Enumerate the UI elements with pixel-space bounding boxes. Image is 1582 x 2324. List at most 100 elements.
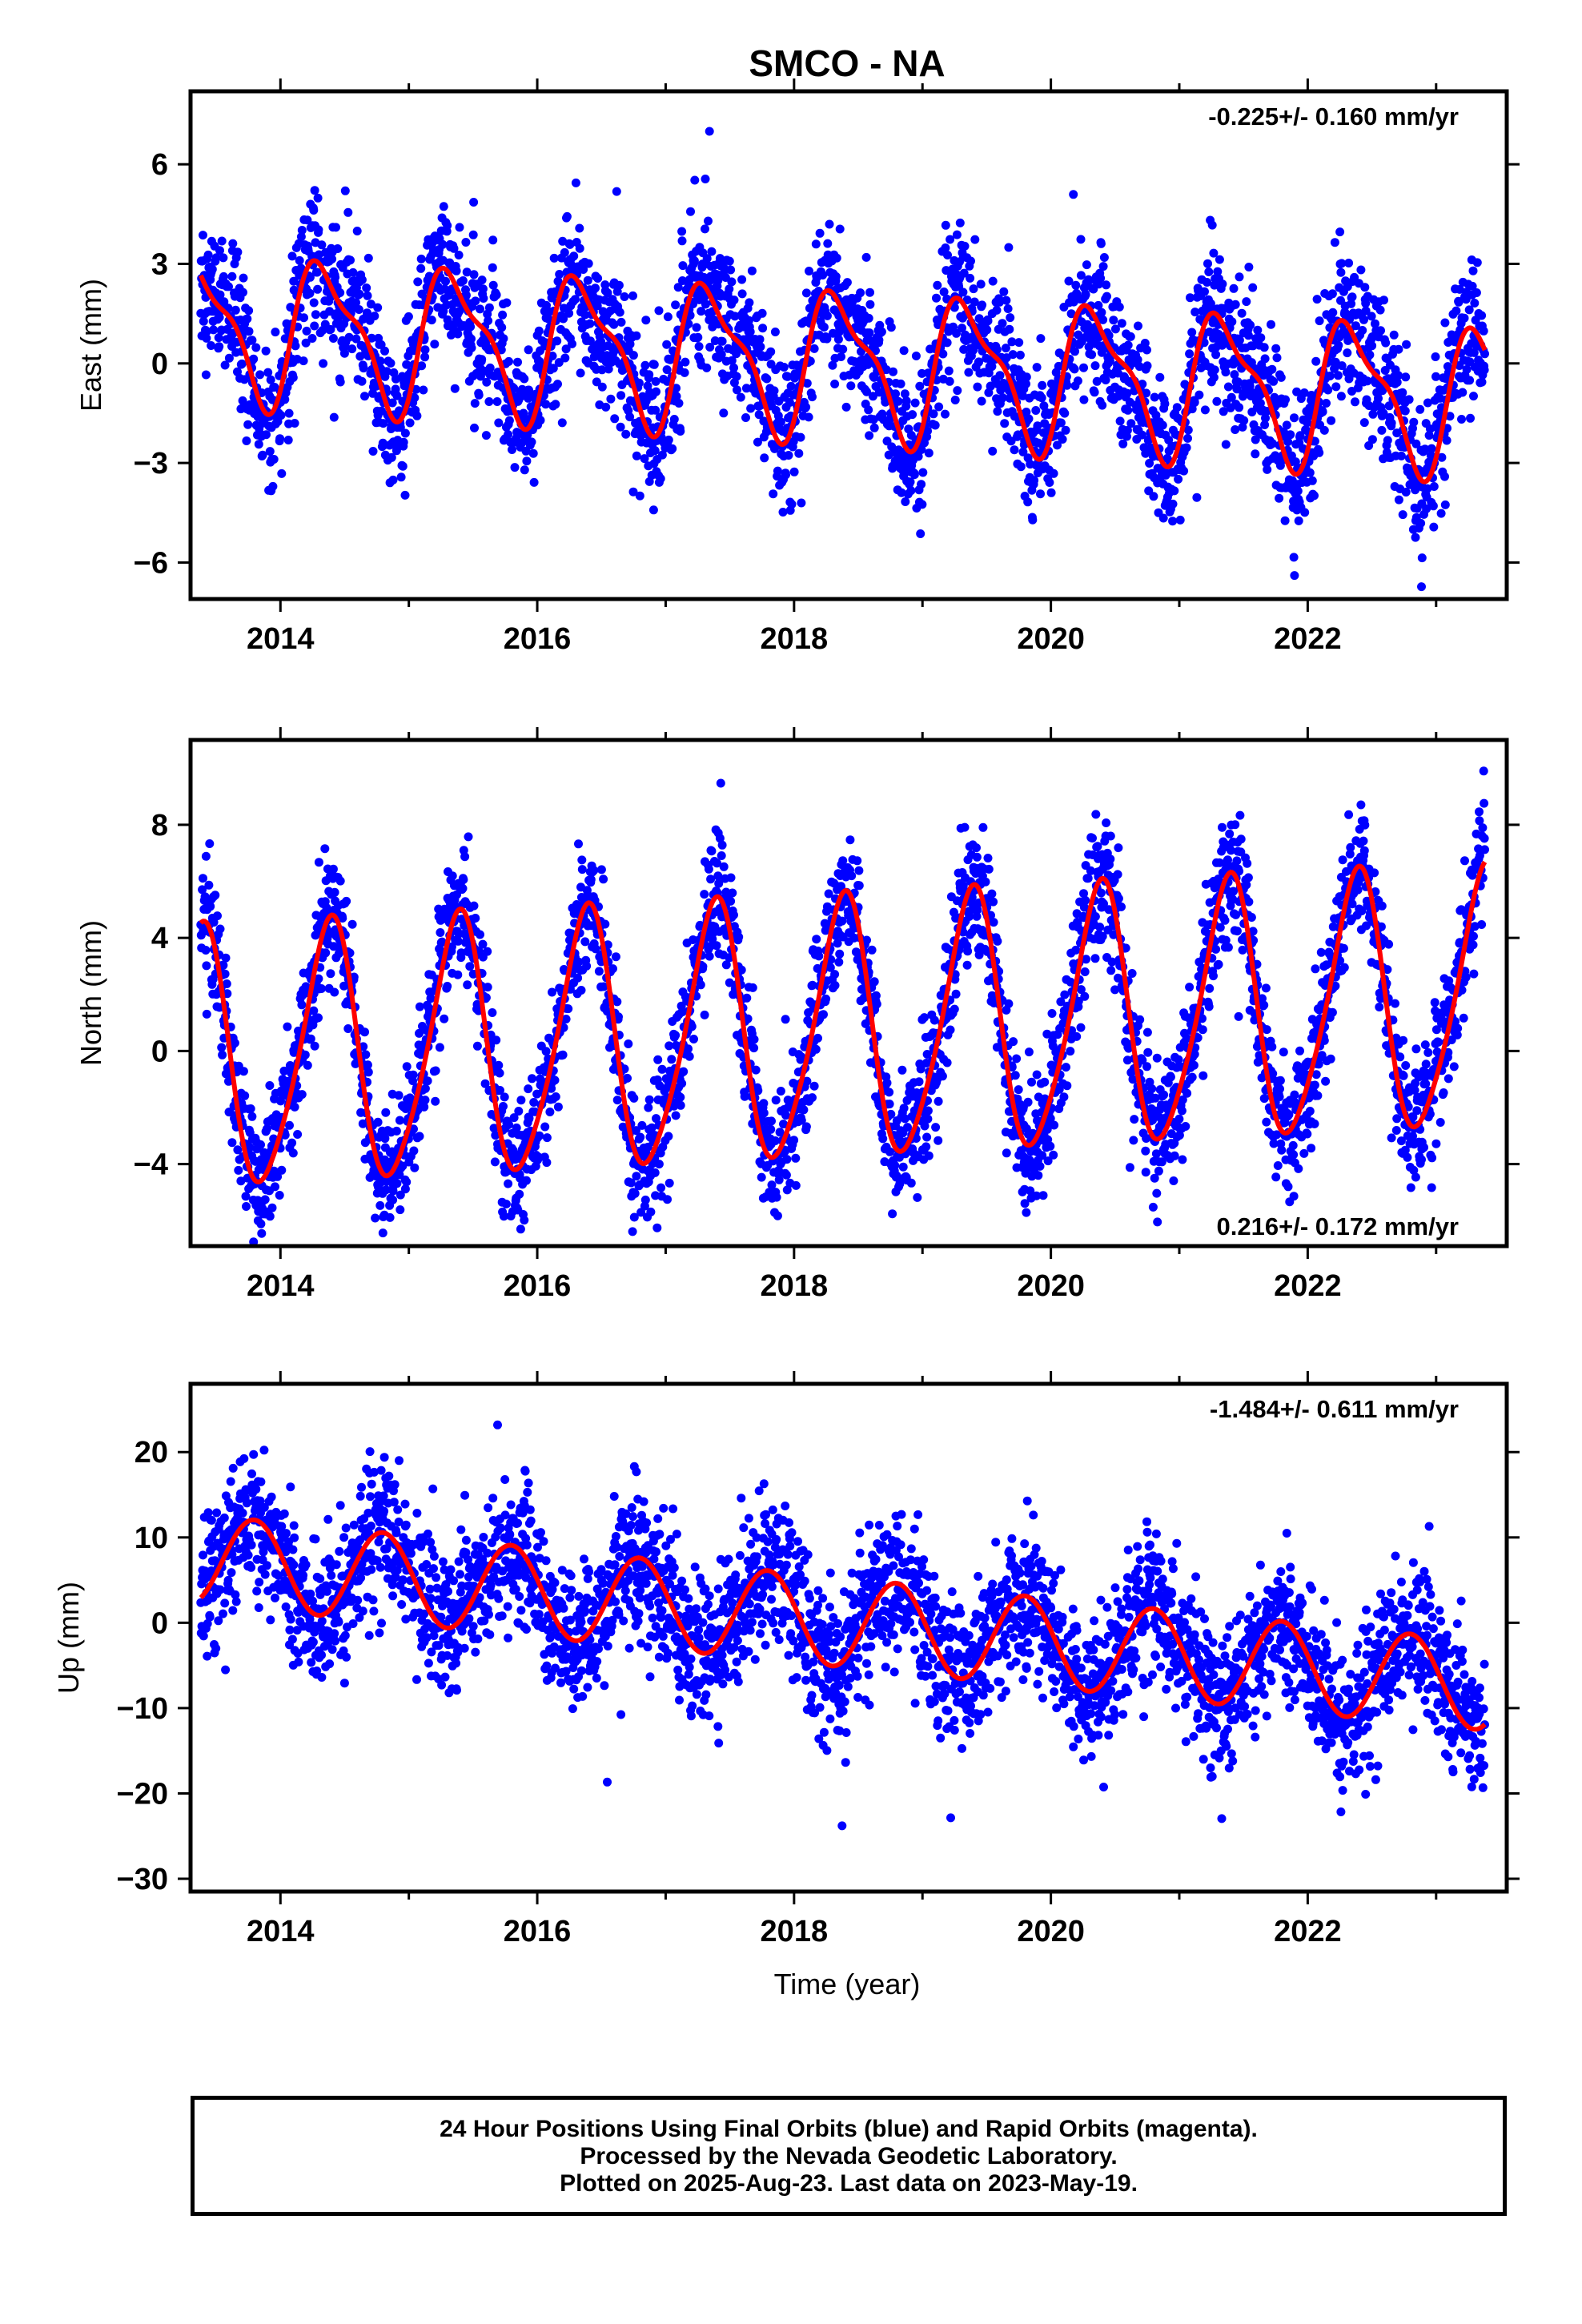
data-point bbox=[222, 979, 231, 988]
data-point bbox=[983, 316, 993, 326]
data-point bbox=[1174, 474, 1183, 484]
data-point bbox=[746, 404, 756, 413]
data-point bbox=[782, 1155, 792, 1164]
data-point bbox=[1423, 484, 1432, 493]
data-point bbox=[484, 316, 493, 325]
data-point bbox=[1260, 354, 1270, 364]
data-point bbox=[854, 866, 864, 875]
data-point bbox=[1235, 336, 1244, 345]
data-point bbox=[469, 270, 479, 279]
data-point bbox=[263, 368, 273, 377]
data-point bbox=[684, 1044, 693, 1054]
data-point bbox=[265, 1212, 275, 1221]
data-point bbox=[834, 957, 844, 967]
data-point bbox=[1392, 377, 1402, 387]
x-tick-label: 2016 bbox=[504, 622, 572, 656]
data-point bbox=[1022, 408, 1031, 416]
data-point bbox=[575, 243, 584, 253]
data-point bbox=[347, 344, 357, 354]
data-point bbox=[717, 336, 727, 346]
data-point bbox=[366, 300, 375, 309]
data-point bbox=[609, 320, 619, 329]
data-point bbox=[1126, 419, 1136, 428]
data-point bbox=[1377, 425, 1387, 435]
data-point bbox=[233, 247, 243, 257]
data-point bbox=[821, 994, 831, 1003]
data-point bbox=[359, 364, 368, 373]
data-point bbox=[794, 448, 804, 458]
data-point bbox=[1440, 318, 1450, 328]
data-point bbox=[1061, 425, 1070, 435]
data-point bbox=[632, 1172, 641, 1181]
data-point bbox=[224, 282, 233, 292]
data-point bbox=[1479, 326, 1488, 336]
data-point bbox=[734, 932, 744, 942]
data-point bbox=[677, 227, 687, 236]
data-point bbox=[640, 454, 649, 464]
data-point bbox=[789, 1136, 799, 1145]
data-point bbox=[917, 480, 926, 489]
data-point bbox=[896, 379, 905, 388]
data-point bbox=[513, 357, 522, 367]
data-point bbox=[289, 276, 299, 286]
data-point bbox=[488, 263, 497, 272]
data-point bbox=[584, 259, 593, 268]
data-point bbox=[1280, 516, 1290, 525]
data-point bbox=[646, 1207, 656, 1216]
data-point bbox=[326, 969, 335, 979]
data-point bbox=[701, 224, 709, 234]
data-point bbox=[1359, 315, 1368, 324]
data-point bbox=[310, 1041, 319, 1051]
data-point bbox=[347, 919, 357, 929]
data-point bbox=[330, 987, 339, 997]
data-point bbox=[224, 1076, 233, 1086]
data-point bbox=[973, 382, 982, 392]
data-point bbox=[230, 1038, 239, 1047]
data-point bbox=[219, 271, 228, 281]
data-point bbox=[1096, 239, 1106, 248]
data-point bbox=[277, 1165, 287, 1175]
data-point bbox=[562, 211, 572, 221]
data-point bbox=[504, 1179, 513, 1188]
data-point bbox=[881, 397, 890, 407]
data-point bbox=[236, 1176, 246, 1186]
data-point bbox=[632, 331, 641, 340]
data-point bbox=[1046, 488, 1056, 497]
data-point bbox=[992, 345, 1002, 355]
data-point bbox=[589, 866, 599, 875]
data-point bbox=[290, 1102, 299, 1112]
data-point bbox=[1097, 348, 1106, 357]
data-point bbox=[219, 253, 228, 263]
data-point bbox=[612, 997, 622, 1007]
data-point bbox=[1331, 382, 1341, 392]
data-point bbox=[458, 883, 468, 893]
data-point bbox=[1300, 508, 1310, 517]
data-point bbox=[1155, 372, 1165, 382]
data-point bbox=[474, 390, 484, 400]
data-point bbox=[302, 326, 311, 336]
data-point bbox=[757, 1172, 766, 1182]
data-point bbox=[729, 911, 738, 919]
data-point bbox=[1387, 418, 1396, 428]
data-point bbox=[624, 1039, 633, 1048]
data-point bbox=[665, 1178, 674, 1188]
data-point bbox=[805, 267, 813, 275]
data-point bbox=[929, 409, 938, 419]
data-point bbox=[818, 271, 828, 279]
data-point bbox=[769, 386, 779, 396]
data-point bbox=[391, 1257, 400, 1266]
data-point bbox=[995, 371, 1005, 380]
data-point bbox=[343, 1024, 353, 1033]
data-point bbox=[497, 323, 507, 332]
data-point bbox=[398, 461, 408, 471]
data-point bbox=[640, 360, 650, 370]
data-point bbox=[741, 413, 750, 422]
data-point bbox=[271, 328, 280, 337]
data-point bbox=[923, 426, 932, 436]
data-point bbox=[1215, 255, 1224, 264]
data-point bbox=[577, 865, 587, 875]
data-point bbox=[958, 324, 966, 333]
data-point bbox=[1185, 349, 1195, 359]
data-point bbox=[1098, 315, 1108, 324]
